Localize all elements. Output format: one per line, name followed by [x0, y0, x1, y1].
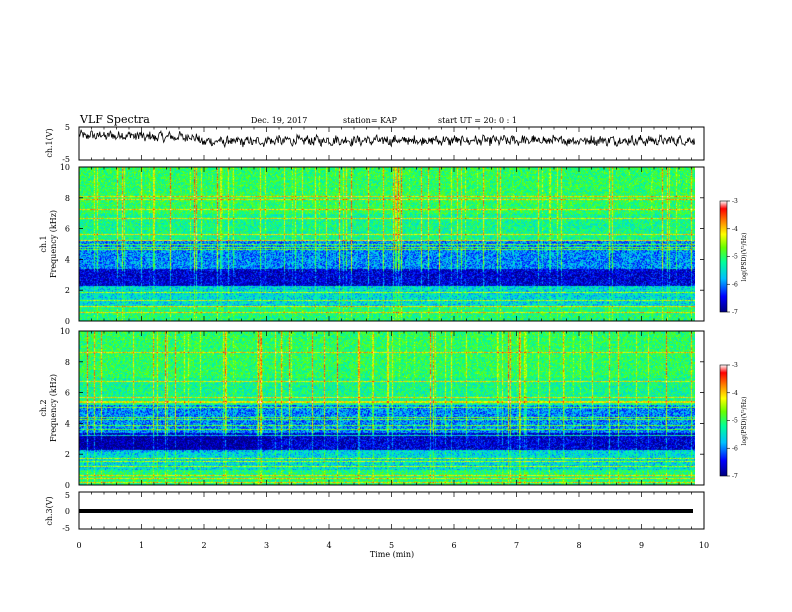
time-axis: 0 1 2 3 4 5 6 7 8 9 10 — [76, 127, 709, 550]
ch2-colorbar-tick-label: -5 — [732, 418, 738, 425]
ch1-spec-ytick-label: 10 — [60, 163, 70, 172]
x-tick-label: 0 — [76, 541, 81, 550]
ch1-colorbar-label: log(PSD)(V²/Hz) — [741, 233, 748, 282]
ch1-colorbar: -3 -4 -5 -6 -7 log(PSD)(V²/Hz) — [719, 198, 748, 316]
x-tick-label: 1 — [139, 541, 144, 550]
ch1-spectrogram-panel: 0 2 4 6 8 10 ch.1 Frequency (kHz) — [39, 163, 705, 326]
x-tick-label: 7 — [514, 541, 519, 550]
ch3-ytick-bottom: -5 — [62, 524, 70, 533]
ch1-spec-ytick-label: 8 — [65, 194, 70, 203]
ch2-colorbar-tick-label: -7 — [732, 473, 738, 480]
ch2-spec-ylabel-2: Frequency (kHz) — [49, 374, 58, 442]
station-label: station= KAP — [343, 116, 398, 125]
ch1-spectrogram-image — [79, 167, 695, 321]
x-tick-label: 5 — [389, 541, 394, 550]
ch2-spectrogram-panel: 0 2 4 6 8 10 ch.2 Frequency (kHz) — [39, 327, 705, 490]
ch2-spec-ytick-label: 10 — [60, 327, 70, 336]
ch2-spec-ytick-label: 4 — [65, 419, 70, 428]
date-label: Dec. 19, 2017 — [251, 116, 307, 125]
ch2-spec-ytick-label: 8 — [65, 358, 70, 367]
ch3-trace-line — [79, 509, 693, 513]
ch1-colorbar-tick-label: -6 — [732, 281, 738, 288]
ch1-trace-line — [78, 129, 695, 149]
x-tick-label: 8 — [576, 541, 581, 550]
ch1-spec-ytick-label: 2 — [65, 286, 70, 295]
ch1-ytick-bottom: -5 — [62, 155, 70, 164]
ch3-ytick-top: 5 — [65, 491, 70, 500]
x-axis-label: Time (min) — [370, 550, 414, 559]
ch1-waveform-panel: 5 -5 ch.1(V) — [45, 123, 705, 164]
ch1-spec-ytick-label: 0 — [65, 317, 70, 326]
ch1-colorbar-tick-label: -7 — [732, 309, 738, 316]
x-tick-label: 2 — [201, 541, 206, 550]
ch2-colorbar-label: log(PSD)(V²/Hz) — [741, 397, 748, 446]
ch2-spectrogram-image — [79, 331, 695, 485]
ch1-spec-ylabel-2: Frequency (kHz) — [49, 210, 58, 278]
ch2-spec-ytick-label: 6 — [65, 389, 70, 398]
ch1-colorbar-tick-label: -4 — [732, 226, 738, 233]
ch2-colorbar: -3 -4 -5 -6 -7 log(PSD)(V²/Hz) — [719, 362, 748, 480]
ch1-spec-ytick-label: 6 — [65, 225, 70, 234]
x-tick-label: 10 — [699, 541, 709, 550]
ch1-colorbar-gradient — [719, 200, 728, 313]
ch1-ytick-top: 5 — [65, 123, 70, 132]
ch1-colorbar-tick-label: -3 — [732, 198, 738, 205]
ch1-ylabel: ch.1(V) — [45, 128, 54, 157]
ch1-spec-ylabel-1: ch.1 — [39, 235, 48, 252]
start-time-label: start UT = 20: 0 : 1 — [438, 116, 517, 125]
figure-title: VLF Spectra — [79, 113, 150, 126]
ch2-colorbar-tick-label: -4 — [732, 390, 738, 397]
ch3-waveform-panel: 5 0 -5 ch.3(V) — [45, 491, 705, 533]
x-tick-label: 9 — [639, 541, 644, 550]
ch2-colorbar-gradient — [719, 364, 728, 477]
ch2-colorbar-tick-label: -3 — [732, 362, 738, 369]
ch2-spec-ytick-label: 0 — [65, 481, 70, 490]
ch3-ytick-mid: 0 — [65, 507, 70, 516]
x-tick-label: 6 — [451, 541, 456, 550]
x-tick-label: 3 — [264, 541, 269, 550]
ch2-spec-ylabel-1: ch.2 — [39, 399, 48, 416]
ch2-spec-ytick-label: 2 — [65, 450, 70, 459]
ch1-colorbar-tick-label: -5 — [732, 254, 738, 261]
ch1-spec-ytick-label: 4 — [65, 255, 70, 264]
ch2-colorbar-tick-label: -6 — [732, 445, 738, 452]
ch3-ylabel: ch.3(V) — [45, 496, 54, 525]
x-tick-label: 4 — [326, 541, 331, 550]
